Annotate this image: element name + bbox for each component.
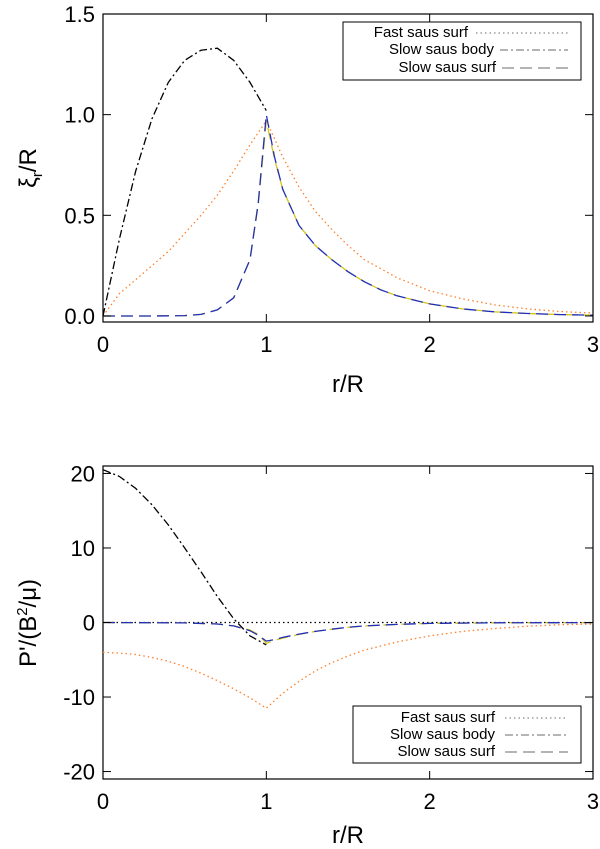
y-tick-label: 10 xyxy=(71,536,95,561)
y-tick-label: 20 xyxy=(71,461,95,486)
y-label-sub: r xyxy=(29,172,46,177)
legend-label-slow-body: Slow saus body xyxy=(389,41,495,58)
x-axis-label: r/R xyxy=(332,371,364,398)
y-label-tail: /μ) xyxy=(15,579,42,608)
y-tick-label: -20 xyxy=(63,760,95,785)
legend-box xyxy=(342,21,582,81)
x-tick-label: 1 xyxy=(260,789,272,814)
legend-label-slow-body: Slow saus body xyxy=(390,726,496,743)
y-tick-label: 1.5 xyxy=(64,2,95,27)
series-line-3 xyxy=(102,621,594,645)
x-tick-label: 0 xyxy=(97,332,109,357)
y-label-sup: 2 xyxy=(14,607,31,615)
legend-label-fast: Fast saus surf xyxy=(401,709,496,726)
x-tick-label: 3 xyxy=(587,789,599,814)
y-axis-label: P'/(B2/μ) xyxy=(14,579,42,667)
y-tick-label: 0 xyxy=(83,611,95,636)
series-line-2 xyxy=(103,120,594,317)
x-tick-label: 3 xyxy=(587,332,599,357)
x-tick-label: 2 xyxy=(424,789,436,814)
y-tick-label: 0.0 xyxy=(64,304,95,329)
plot-frame xyxy=(102,13,594,323)
y-axis-label: ξr/R xyxy=(15,148,46,188)
y-tick-label: 1.0 xyxy=(64,103,95,128)
series-layer xyxy=(102,47,594,317)
legend-label-slow-surf: Slow saus surf xyxy=(397,743,495,760)
pressure-plot: 0 1 2 3 -20 -10 0 10 20 Fast saus surf Slow saus… xyxy=(14,461,599,849)
xi-plot: 0 1 2 3 0.0 0.5 1.0 1.5 Fast saus surf Slow sau… xyxy=(15,2,599,398)
series-line-2 xyxy=(102,469,267,646)
y-label-main: P'/(B xyxy=(15,616,42,667)
series-layer xyxy=(102,469,594,710)
x-tick-label: 0 xyxy=(97,789,109,814)
y-tick-label: -10 xyxy=(63,685,95,710)
y-tick-label: 0.5 xyxy=(64,203,95,228)
x-tick-label: 2 xyxy=(424,332,436,357)
legend-label-fast: Fast saus surf xyxy=(374,24,469,41)
x-tick-label: 1 xyxy=(260,332,272,357)
tick-layer: 0 1 2 3 0.0 0.5 1.0 1.5 xyxy=(64,2,599,357)
y-label-tail: /R xyxy=(15,148,42,172)
series-line-0 xyxy=(102,119,594,317)
tick-layer: 0 1 2 3 -20 -10 0 10 20 xyxy=(63,461,599,814)
series-line-1 xyxy=(102,623,594,710)
series-line-3 xyxy=(103,114,594,317)
legend: Fast saus surf Slow saus body Slow saus … xyxy=(342,21,582,81)
legend-label-slow-surf: Slow saus surf xyxy=(398,59,496,76)
y-label-xi: ξ xyxy=(15,177,42,188)
series-line-1 xyxy=(102,47,267,317)
series-line-4 xyxy=(102,621,594,642)
x-axis-label: r/R xyxy=(332,822,364,849)
legend: Fast saus surf Slow saus body Slow saus … xyxy=(352,705,582,764)
